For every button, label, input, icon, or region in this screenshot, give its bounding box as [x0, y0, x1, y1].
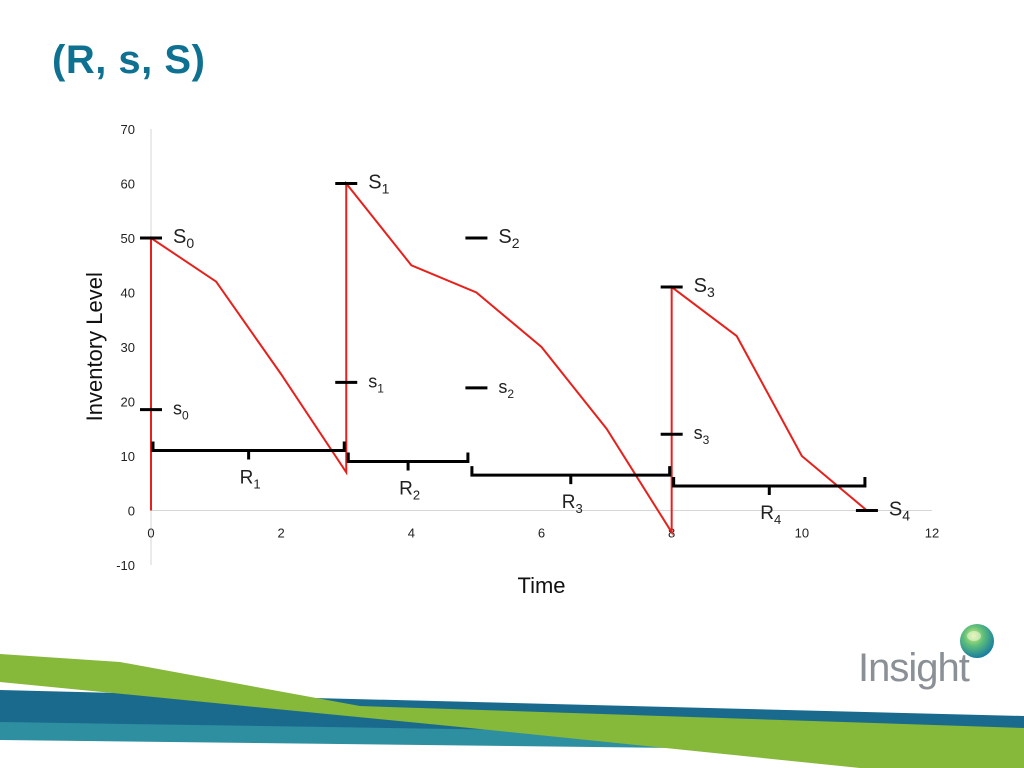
y-axis: -10 0 10 20 30 40 50 60 70	[116, 122, 152, 573]
x-tick-label: 6	[538, 526, 545, 541]
level-marker-label: s3	[694, 423, 710, 447]
y-tick-label: 60	[121, 177, 135, 192]
review-period-label-subscript: 3	[576, 501, 583, 516]
review-period-label-base: R	[760, 503, 774, 524]
insight-logo: Insight	[858, 620, 998, 692]
x-tick-label: 12	[925, 526, 939, 541]
x-axis-label: Time	[517, 573, 565, 598]
level-marker-label-base: S	[498, 226, 511, 248]
level-marker-label-subscript: 1	[377, 381, 384, 395]
level-marker-label: S1	[368, 172, 389, 197]
review-period-brace	[470, 466, 672, 485]
y-tick-label: 20	[121, 395, 135, 410]
review-periods: R1 R2 R3 R4	[151, 441, 867, 527]
y-tick-label: 40	[121, 286, 135, 301]
x-tick-label: 2	[278, 526, 285, 541]
review-period-label-subscript: 4	[774, 512, 781, 527]
level-marker-label-subscript: 0	[182, 409, 189, 423]
review-period-brace	[151, 441, 346, 460]
review-period-label-base: R	[240, 468, 254, 489]
footer-band	[0, 654, 1024, 768]
level-marker-label: s0	[173, 399, 189, 423]
level-marker-label: s1	[368, 371, 384, 395]
level-marker-label-subscript: 4	[902, 508, 910, 524]
level-marker-label-base: S	[889, 499, 902, 521]
level-marker-label: S2	[498, 226, 519, 251]
review-period-label-subscript: 1	[253, 477, 260, 492]
logo-text: Insight	[858, 646, 970, 690]
review-period-brace	[672, 476, 867, 495]
y-tick-label: 50	[121, 231, 135, 246]
level-marker-label-subscript: 3	[703, 433, 710, 447]
review-period-label: R4	[760, 503, 781, 527]
level-marker-label-subscript: 1	[382, 181, 390, 197]
y-tick-label: 0	[128, 504, 135, 519]
level-marker-label-subscript: 3	[707, 284, 715, 300]
review-period-label: R1	[240, 468, 261, 492]
x-tick-label: 10	[795, 526, 809, 541]
level-marker-label-base: S	[368, 172, 381, 194]
level-marker-label: S0	[173, 226, 194, 251]
level-marker-label-base: s	[368, 371, 377, 391]
review-period-label-base: R	[562, 492, 576, 513]
level-marker-label: S3	[694, 275, 715, 300]
globe-icon	[960, 624, 994, 658]
level-marker-label-subscript: 2	[507, 387, 514, 401]
y-tick-label: -10	[116, 558, 135, 573]
level-marker-label-base: s	[173, 399, 182, 419]
y-axis-label: Inventory Level	[82, 272, 107, 421]
level-marker-label-base: s	[694, 423, 703, 443]
x-tick-label: 4	[408, 526, 415, 541]
y-tick-label: 70	[121, 122, 135, 137]
level-marker-label-base: s	[498, 377, 507, 397]
level-marker-label-subscript: 0	[186, 235, 194, 251]
level-marker-label-subscript: 2	[512, 235, 520, 251]
level-marker-label: S4	[889, 499, 910, 524]
review-period-label-base: R	[399, 478, 413, 499]
x-axis: 0 2 4 6 8 10 12	[147, 510, 939, 541]
review-period-brace	[346, 452, 470, 471]
review-period-label: R2	[399, 478, 420, 502]
level-marker-label: s2	[498, 377, 514, 401]
level-marker-label-base: S	[173, 226, 186, 248]
slide-title: (R, s, S)	[52, 38, 206, 82]
series-layer	[150, 180, 868, 536]
review-period-label: R3	[562, 492, 583, 516]
footer-band-green	[0, 654, 1024, 768]
review-period-label-subscript: 2	[413, 487, 420, 502]
x-tick-label: 0	[147, 526, 154, 541]
y-tick-label: 30	[121, 340, 135, 355]
level-marker-label-base: S	[694, 275, 707, 297]
y-tick-label: 10	[121, 449, 135, 464]
